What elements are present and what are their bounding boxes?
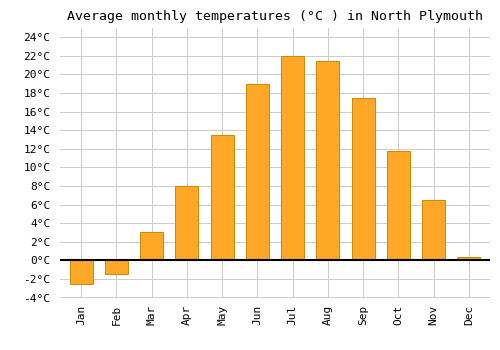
Bar bbox=[70, 260, 92, 284]
Bar bbox=[387, 150, 410, 260]
Bar bbox=[281, 56, 304, 260]
Bar bbox=[458, 257, 480, 260]
Bar bbox=[422, 200, 445, 260]
Bar bbox=[246, 84, 269, 260]
Bar bbox=[105, 260, 128, 274]
Title: Average monthly temperatures (°C ) in North Plymouth: Average monthly temperatures (°C ) in No… bbox=[67, 10, 483, 23]
Bar bbox=[140, 232, 163, 260]
Bar bbox=[316, 61, 340, 260]
Bar bbox=[176, 186, 199, 260]
Bar bbox=[210, 135, 234, 260]
Bar bbox=[352, 98, 374, 260]
